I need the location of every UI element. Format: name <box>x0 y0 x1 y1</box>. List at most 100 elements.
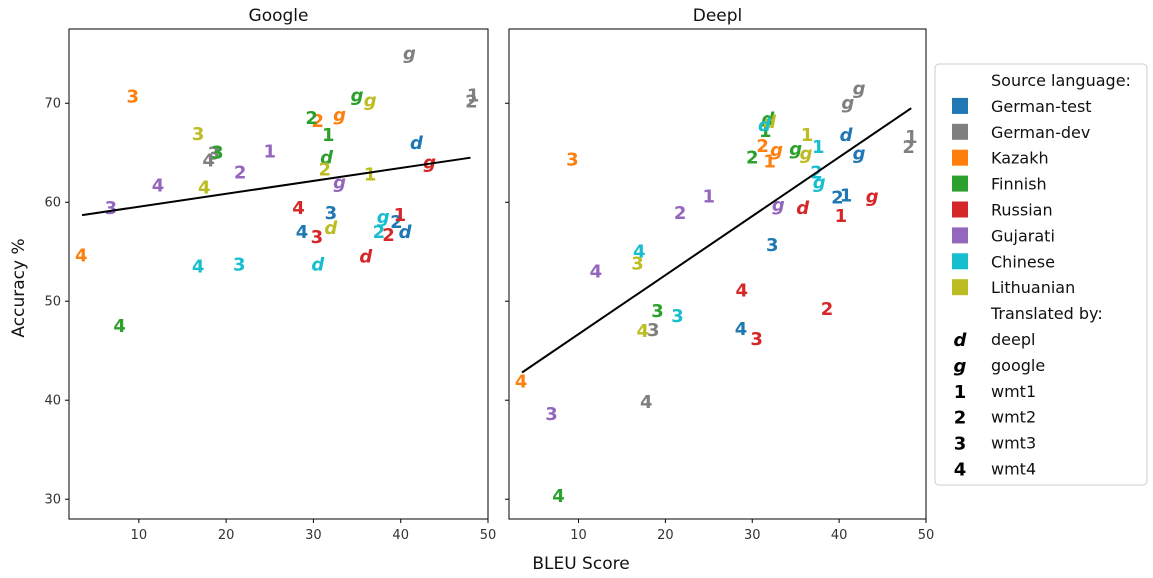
data-point-chinese-1: 1 <box>812 137 825 158</box>
legend-label-wmt2: wmt2 <box>991 408 1036 427</box>
data-point-german-test-1: 1 <box>840 185 853 206</box>
y-tick-label: 30 <box>44 493 61 508</box>
data-point-kazakh-1: 1 <box>763 152 776 173</box>
data-point-german-dev-1: 1 <box>467 85 480 106</box>
legend-box <box>934 63 1148 486</box>
data-point-german-test-3: 3 <box>766 235 779 256</box>
data-point-lithuanian-3: 3 <box>192 124 205 145</box>
data-point-german-dev-g: g <box>841 93 854 114</box>
data-point-finnish-1: 1 <box>322 125 335 146</box>
data-point-kazakh-4: 4 <box>75 246 88 267</box>
legend-swatch-finnish <box>952 175 968 192</box>
data-point-german-test-d: d <box>410 133 424 154</box>
data-point-lithuanian-g: g <box>800 144 813 165</box>
y-tick-label: 40 <box>44 394 61 409</box>
data-point-chinese-4: 4 <box>192 257 205 278</box>
y-axis-label: Accuracy % <box>9 238 29 337</box>
y-tick-label: 70 <box>44 97 61 112</box>
data-point-gujarati-4: 4 <box>152 175 165 196</box>
data-point-finnish-1: 1 <box>759 121 772 142</box>
legend-symbol-wmt4: 4 <box>954 460 967 481</box>
data-point-gujarati-1: 1 <box>703 186 716 207</box>
data-point-german-dev-g: g <box>853 78 866 99</box>
data-point-lithuanian-1: 1 <box>801 125 814 146</box>
data-point-chinese-4: 4 <box>633 242 646 263</box>
panel-title: Deepl <box>693 6 743 26</box>
legend-label-russian: Russian <box>991 201 1053 220</box>
data-point-gujarati-2: 2 <box>234 163 247 184</box>
data-point-lithuanian-3: 3 <box>631 254 644 275</box>
data-point-russian-d: d <box>796 198 810 219</box>
legend-swatch-kazakh <box>952 149 968 166</box>
data-point-kazakh-4: 4 <box>515 371 528 392</box>
x-tick-label: 30 <box>744 528 761 543</box>
data-point-russian-2: 2 <box>821 299 834 320</box>
data-point-gujarati-3: 3 <box>545 404 558 425</box>
data-point-german-test-g: g <box>853 144 866 165</box>
data-point-gujarati-2: 2 <box>674 203 687 224</box>
data-point-kazakh-3: 3 <box>566 150 579 171</box>
data-point-german-test-d: d <box>399 222 413 243</box>
data-point-german-dev-4: 4 <box>202 151 215 172</box>
legend-symbol-google: g <box>954 356 967 377</box>
data-point-kazakh-g: g <box>770 140 783 161</box>
legend-symbol-wmt1: 1 <box>954 382 967 403</box>
legend-label-google: google <box>991 356 1045 375</box>
data-point-russian-4: 4 <box>292 198 305 219</box>
data-point-chinese-3: 3 <box>671 306 684 327</box>
data-point-finnish-3: 3 <box>651 301 664 322</box>
panel-title: Google <box>249 6 309 26</box>
data-point-german-dev-3: 3 <box>647 320 660 341</box>
data-point-finnish-g: g <box>789 139 802 160</box>
data-point-finnish-2: 2 <box>305 108 318 129</box>
data-point-russian-3: 3 <box>750 329 763 350</box>
x-tick-label: 40 <box>392 528 409 543</box>
legend-swatch-german-test <box>952 97 968 114</box>
legend-label-wmt1: wmt1 <box>991 382 1036 401</box>
data-point-gujarati-4: 4 <box>590 262 603 283</box>
legend-label-wmt4: wmt4 <box>991 460 1036 479</box>
plot-frame <box>508 28 927 520</box>
legend-swatch-german-dev <box>952 123 968 140</box>
data-point-russian-d: d <box>359 247 373 268</box>
y-tick-label: 60 <box>44 196 61 211</box>
data-point-german-dev-1: 1 <box>905 127 918 148</box>
legend: Source language: German-test German-dev Kaz… <box>934 63 1148 486</box>
legend-label-kazakh: Kazakh <box>991 149 1049 168</box>
trend-line <box>521 107 912 374</box>
data-point-german-test-3: 3 <box>325 203 338 224</box>
data-point-gujarati-1: 1 <box>264 142 277 163</box>
legend-swatch-chinese <box>952 253 968 270</box>
legend-header-translator: Translated by: <box>990 304 1103 323</box>
data-point-german-test-4: 4 <box>735 319 748 340</box>
data-point-lithuanian-4: 4 <box>637 321 650 342</box>
legend-label-deepl: deepl <box>991 330 1035 349</box>
legend-swatch-lithuanian <box>952 279 968 296</box>
x-axis-label: BLEU Score <box>532 554 629 574</box>
data-point-chinese-d: d <box>758 115 772 136</box>
data-point-russian-g: g <box>866 186 879 207</box>
legend-label-german-dev: German-dev <box>991 123 1090 142</box>
plot-frame <box>68 28 489 520</box>
data-point-finnish-d: d <box>761 109 775 130</box>
x-tick-label: 20 <box>218 528 235 543</box>
legend-swatch-gujarati <box>952 227 968 244</box>
data-point-kazakh-3: 3 <box>126 86 139 107</box>
legend-label-german-test: German-test <box>991 97 1092 116</box>
legend-symbol-deepl: d <box>954 330 968 351</box>
data-point-german-dev-3: 3 <box>208 144 221 165</box>
x-tick-label: 10 <box>131 528 148 543</box>
data-point-german-dev-g: g <box>403 44 416 65</box>
data-point-lithuanian-d: d <box>763 112 777 133</box>
y-tick-label: 50 <box>44 295 61 310</box>
data-point-russian-3: 3 <box>311 227 324 248</box>
x-tick-label: 40 <box>831 528 848 543</box>
data-point-russian-1: 1 <box>394 205 407 226</box>
data-point-chinese-d: d <box>311 255 325 276</box>
data-point-finnish-d: d <box>320 148 334 169</box>
data-point-lithuanian-4: 4 <box>198 177 211 198</box>
data-point-lithuanian-d: d <box>324 218 338 239</box>
data-point-finnish-4: 4 <box>552 486 565 507</box>
data-point-german-test-4: 4 <box>296 222 309 243</box>
